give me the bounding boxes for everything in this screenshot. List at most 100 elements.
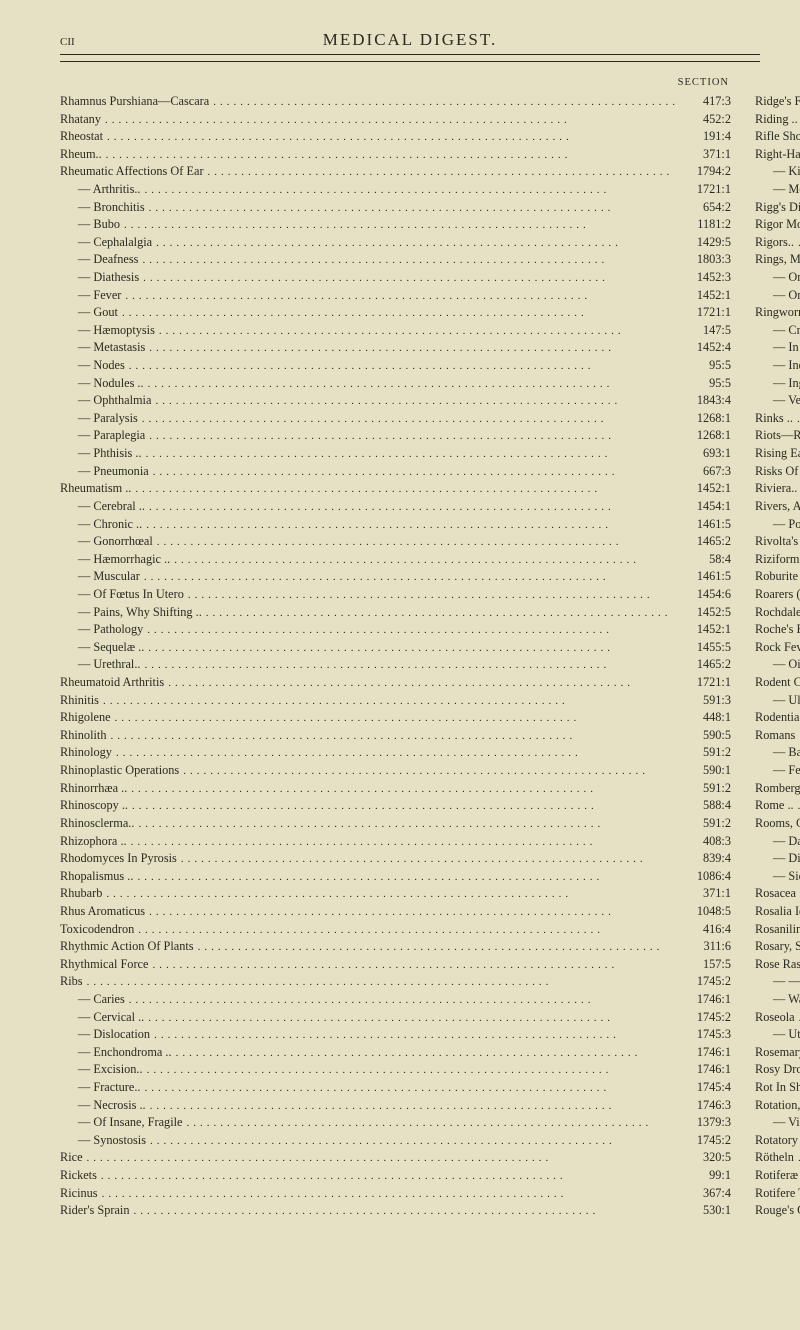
entry-leader [122, 306, 679, 322]
index-entry: Toxicodendron416:4 [60, 921, 731, 939]
entry-leader [107, 130, 679, 146]
index-entry: Rivolta's Disease—Actinomycosis..318:6 [755, 533, 800, 551]
index-entry: — Inguinal..50:5 [755, 375, 800, 393]
entry-leader [149, 500, 679, 516]
entry-label: Rinks .. [755, 410, 793, 427]
entry-section: 1452:5 [683, 604, 731, 621]
index-entry: — On Penis1164:5 [755, 287, 800, 305]
index-entry: Rider's Sprain 530:1 [60, 1202, 731, 1220]
index-entry: Rigg's Disease106:6 [755, 199, 800, 217]
entry-leader [87, 975, 679, 991]
index-entry: Rodentia544:1 [755, 709, 800, 727]
entry-leader [152, 958, 679, 974]
index-entry: Rhinology591:2 [60, 744, 731, 762]
entry-label: Rheumatism .. [60, 480, 131, 497]
index-entry: Ringworm22:2 [755, 304, 800, 322]
entry-leader [116, 746, 679, 762]
entry-leader [131, 782, 679, 798]
entry-leader [157, 535, 679, 551]
entry-section: 1721:1 [683, 304, 731, 321]
entry-label: — Pathology [78, 621, 143, 638]
entry-section: 1721:1 [683, 181, 731, 198]
index-entry: Rouge's Operation, Lifting Up Nose595:1 [755, 1202, 800, 1220]
index-entry: Rock Fever, Gibraltar7:4 [755, 639, 800, 657]
entry-label: Rochdale Pail, Sewage [755, 604, 800, 621]
entry-leader [105, 113, 679, 129]
entry-section: 95:5 [683, 375, 731, 392]
index-entry: Rhizophora ..408:3 [60, 833, 731, 851]
entry-label: — Cerebral .. [78, 498, 145, 515]
index-entry: Rising Early ..1366:1 [755, 445, 800, 463]
entry-label: Rosemary [755, 1044, 800, 1061]
index-entry: Rifle Shooting, With Two Eyes1812:4 [755, 128, 800, 146]
column-left: SECTION Rhamnus Purshiana—Cascara417:3Rh… [60, 76, 731, 1220]
entry-label: Riziform Melon Seed Bodies [755, 551, 800, 568]
index-entry: Rot In Sheep ..534:5 [755, 1079, 800, 1097]
entry-label: — On Penis [773, 287, 800, 304]
entry-leader [147, 623, 679, 639]
entry-leader [150, 1099, 679, 1115]
index-entry: Rosacea408:6 [755, 885, 800, 903]
entry-label: Rot In Sheep .. [755, 1079, 800, 1096]
index-entry: Rigors..1474:2 [755, 234, 800, 252]
index-entry: — Sequelæ ..1455:5 [60, 639, 731, 657]
index-entry: Romberg's Signs In Ataxie ..1261:2 [755, 780, 800, 798]
entry-section: 1461:5 [683, 516, 731, 533]
entry-label: Rotifere Tinctoria [755, 1185, 800, 1202]
entry-label: Rice [60, 1149, 83, 1166]
entry-section: 1465:2 [683, 533, 731, 550]
index-entry: — Nodules ..95:5 [60, 375, 731, 393]
index-entry: — Kidney, One Of The Real1025:5 [755, 163, 800, 181]
entry-label: — Muscular [78, 568, 140, 585]
index-entry: Roseola44:1 [755, 1009, 800, 1027]
index-entry: — Disinfection206:6 [755, 850, 800, 868]
index-entry: — Chronic ..1461:5 [60, 516, 731, 534]
entry-label: Riots—Rioters [755, 427, 800, 444]
entry-label: Rigg's Disease [755, 199, 800, 216]
entry-label: Rider's Sprain [60, 1202, 130, 1219]
index-entry: Rivers, Arsenic In Mud277:1 [755, 498, 800, 516]
entry-label: — Nodes [78, 357, 125, 374]
entry-label: Rhinolith [60, 727, 106, 744]
index-entry: Rheumatoid Arthritis1721:1 [60, 674, 731, 692]
entry-label: Ringworm [755, 304, 800, 321]
entry-section: 1745:2 [683, 973, 731, 990]
entry-section: 530:1 [683, 1202, 731, 1219]
index-entry: Rheum..371:1 [60, 146, 731, 164]
index-entry: Rings, Magic Of195:6 [755, 251, 800, 269]
index-entry: Rheumatic Affections Of Ear1794:2 [60, 163, 731, 181]
entry-section: 588:4 [683, 797, 731, 814]
entry-label: Rhigolene [60, 709, 111, 726]
index-entry: Ridge's Food ..1544:1 [755, 93, 800, 111]
index-entry: Risks Of Practice565:4 [755, 463, 800, 481]
entry-label: Rheum.. [60, 146, 102, 163]
index-entry: Rice320:5 [60, 1149, 731, 1167]
entry-section: 58:4 [683, 551, 731, 568]
entry-section: 1268:1 [683, 427, 731, 444]
entry-label: Ridge's Food .. [755, 93, 800, 110]
index-entry: Rötheln74:6 [755, 1149, 800, 1167]
index-entry: — Caries1746:1 [60, 991, 731, 1009]
column-right: SECTION Ridge's Food ..1544:1Riding ..53… [755, 76, 800, 1220]
entry-label: — Pollution [773, 516, 800, 533]
entry-label: — Gout [78, 304, 118, 321]
index-entry: — Of Fœtus In Utero1454:6 [60, 586, 731, 604]
index-entry: Rhinoscopy ..588:4 [60, 797, 731, 815]
index-entry: — Paralysis1268:1 [60, 410, 731, 428]
entry-label: Rodent Cancer [755, 674, 800, 691]
entry-label: Riding .. [755, 111, 798, 128]
entry-label: — Urethral.. [78, 656, 141, 673]
entry-leader [103, 694, 679, 710]
entry-leader [150, 1134, 679, 1150]
entry-label: — On Finger, To Remove [773, 269, 800, 286]
entry-label: Rotation, In Cells .. [755, 1097, 800, 1114]
entry-section: 448:1 [683, 709, 731, 726]
entry-leader [129, 993, 679, 1009]
index-entry: Rosemary374:2 [755, 1044, 800, 1062]
entry-section: 1048:5 [683, 903, 731, 920]
index-entry: — Excision..1746:1 [60, 1061, 731, 1079]
index-entry: Rinks ..199:5 [755, 410, 800, 428]
entry-leader [143, 271, 679, 287]
entry-leader [181, 852, 679, 868]
entry-section: 1803:3 [683, 251, 731, 268]
